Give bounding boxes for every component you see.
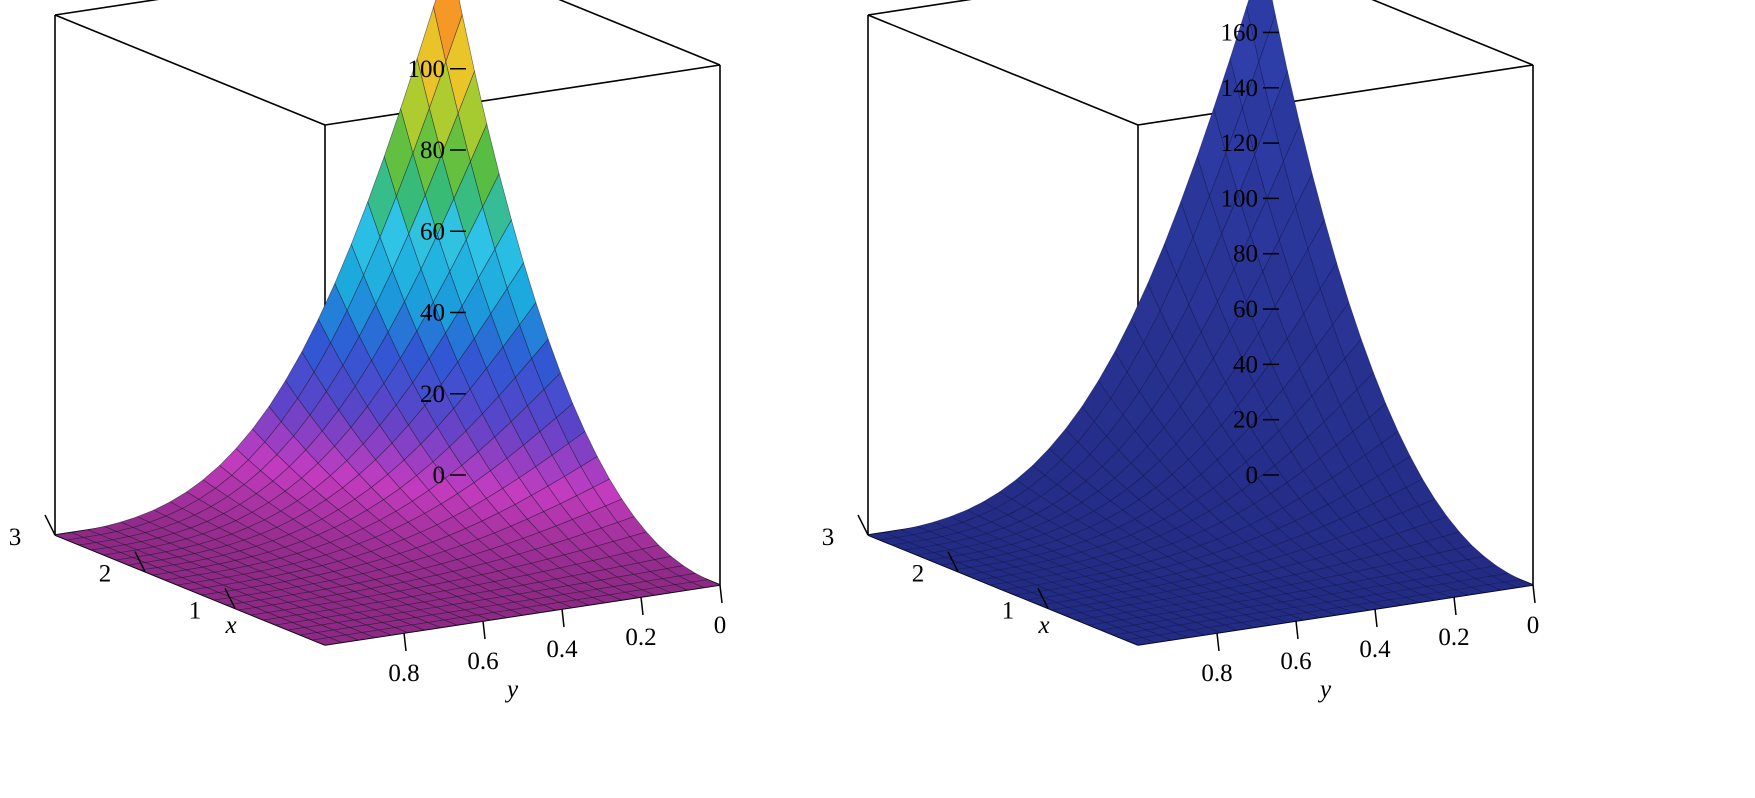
y-tick-mark: [640, 596, 644, 616]
box-edge: [54, 14, 326, 126]
surface-mesh: [53, 0, 722, 646]
y-tick-mark: [482, 620, 486, 640]
y-axis: 0 0.2 0.4 0.6 0.8 y: [388, 584, 727, 703]
z-tick-label: 40: [1233, 351, 1258, 378]
x-tick-mark: [224, 587, 236, 609]
x-tick-mark: [1037, 587, 1049, 609]
y-tick-label: 0: [714, 612, 727, 639]
y-tick-label: 0.8: [388, 660, 419, 687]
y-axis: 0 0.2 0.4 0.6 0.8 y: [1201, 584, 1540, 703]
x-tick-label: 1: [1002, 597, 1015, 624]
x-tick-mark: [134, 551, 146, 573]
y-tick-label: 0.2: [1438, 624, 1469, 651]
y-tick-label: 0.4: [1359, 636, 1391, 663]
z-tick-label: 160: [1221, 19, 1259, 46]
z-tick-label: 20: [420, 381, 445, 408]
x-tick-mark: [947, 551, 959, 573]
surface-patch: [1124, 637, 1156, 646]
surface-mesh: [866, 0, 1535, 646]
x-tick-mark: [44, 514, 56, 536]
z-tick-label: 60: [420, 218, 445, 245]
y-tick-label: 0: [1527, 612, 1540, 639]
z-tick-label: 20: [1233, 407, 1258, 434]
x-axis-title: x: [224, 612, 236, 639]
z-tick-label: 80: [420, 137, 445, 164]
y-tick-label: 0.6: [467, 648, 498, 675]
surface-plot-left: 0 20 40 60 80 100 120 1 2 3 x 0 0.2 0.4 0.6 0.8 y: [9, 0, 727, 703]
z-tick-label: 140: [1221, 75, 1259, 102]
z-axis: 020406080100120140160180: [1221, 19, 1279, 489]
z-tick-label: 0: [433, 462, 446, 489]
x-axis: 1 2 3 x: [822, 514, 1050, 639]
x-axis-title: x: [1037, 612, 1049, 639]
z-tick-label: 40: [420, 300, 445, 327]
y-tick-label: 0.6: [1280, 648, 1311, 675]
box-edge: [558, 0, 721, 66]
y-axis-title: y: [1317, 676, 1332, 703]
box-edge: [54, 0, 160, 16]
y-tick-label: 0.4: [546, 636, 578, 663]
x-tick-label: 3: [822, 524, 835, 551]
x-axis: 1 2 3 x: [9, 514, 237, 639]
y-tick-mark: [1374, 608, 1378, 628]
surface-patch: [311, 637, 343, 646]
y-tick-label: 0.8: [1201, 660, 1232, 687]
z-tick-label: 100: [1221, 185, 1259, 212]
y-tick-mark: [1295, 620, 1299, 640]
y-tick-mark: [561, 608, 565, 628]
z-tick-label: 120: [1221, 130, 1259, 157]
z-tick-label: 60: [1233, 296, 1258, 323]
box-edge: [1137, 64, 1534, 126]
y-tick-mark: [719, 584, 723, 604]
z-tick-label: 120: [408, 0, 446, 2]
x-tick-label: 2: [99, 561, 112, 588]
y-tick-mark: [1453, 596, 1457, 616]
y-tick-mark: [1532, 584, 1536, 604]
y-tick-label: 0.2: [625, 624, 656, 651]
z-axis: 0 20 40 60 80 100 120: [408, 0, 466, 489]
y-tick-mark: [1216, 632, 1220, 652]
surface-plot-right: 020406080100120140160180123x00.20.40.60.…: [822, 0, 1540, 703]
x-tick-label: 3: [9, 524, 22, 551]
box-edge: [1371, 0, 1534, 66]
x-tick-label: 1: [189, 597, 202, 624]
box-edge: [324, 64, 721, 126]
z-tick-label: 80: [1233, 241, 1258, 268]
box-edge: [867, 0, 973, 16]
x-tick-mark: [857, 514, 869, 536]
z-tick-label: 100: [408, 56, 446, 83]
z-tick-label: 0: [1246, 462, 1259, 489]
box-edge: [867, 14, 1139, 126]
y-axis-title: y: [504, 676, 519, 703]
y-tick-mark: [403, 632, 407, 652]
x-tick-label: 2: [912, 561, 925, 588]
